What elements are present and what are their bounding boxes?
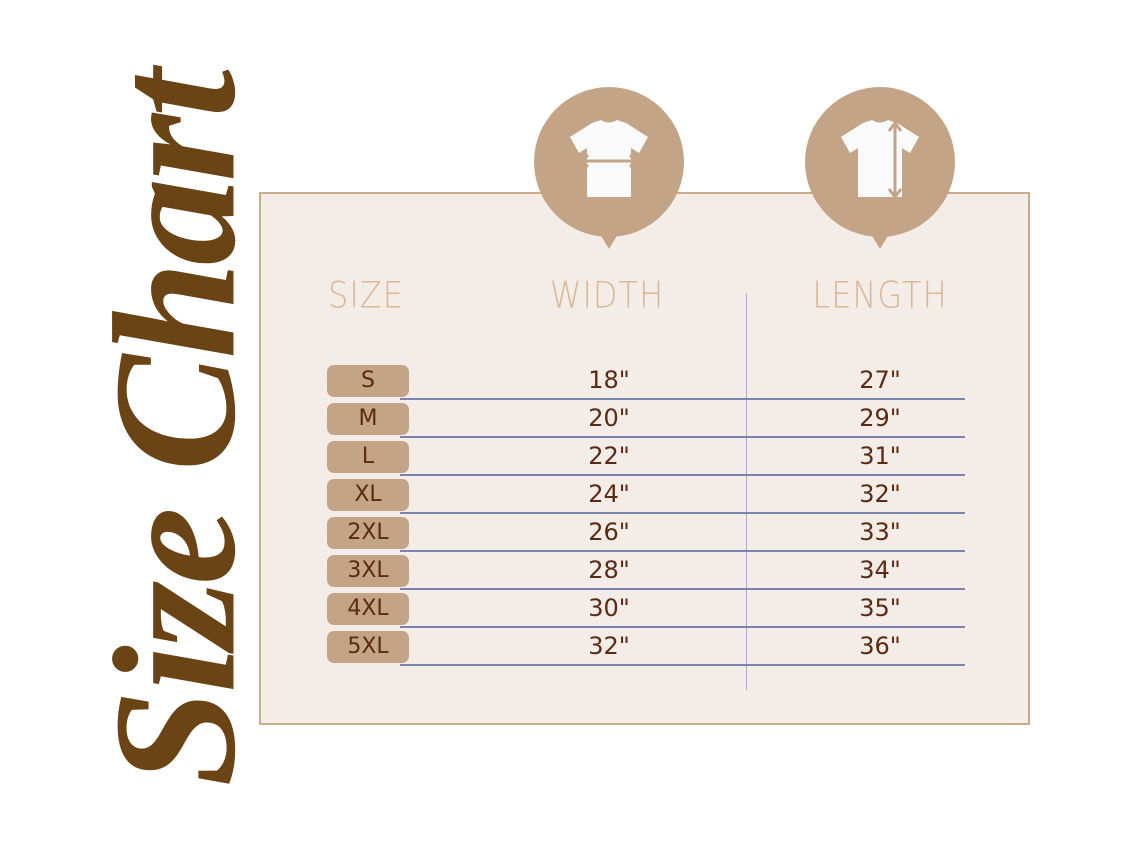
size-label: XL	[327, 479, 409, 511]
length-value: 32"	[859, 480, 901, 508]
size-label: 5XL	[327, 631, 409, 663]
row-divider	[400, 436, 965, 438]
bubble-pointer	[868, 229, 892, 249]
row-divider	[400, 512, 965, 514]
row-divider	[400, 626, 965, 628]
table-row: 4XL 30" 35"	[0, 593, 1140, 647]
length-bubble	[805, 87, 955, 249]
width-value: 28"	[588, 556, 630, 584]
row-divider	[400, 664, 965, 666]
header-width: WIDTH	[549, 273, 665, 317]
width-value: 32"	[588, 632, 630, 660]
table-row: XL 24" 32"	[0, 479, 1140, 533]
width-bubble	[534, 87, 684, 249]
width-value: 20"	[588, 404, 630, 432]
width-value: 26"	[588, 518, 630, 546]
size-label: L	[327, 441, 409, 473]
width-value: 30"	[588, 594, 630, 622]
width-value: 22"	[588, 442, 630, 470]
length-value: 29"	[859, 404, 901, 432]
size-label: 3XL	[327, 555, 409, 587]
header-size: SIZE	[328, 273, 404, 317]
length-value: 36"	[859, 632, 901, 660]
length-value: 31"	[859, 442, 901, 470]
size-label: M	[327, 403, 409, 435]
table-row: L 22" 31"	[0, 441, 1140, 495]
width-value: 18"	[588, 366, 630, 394]
tshirt-length-icon	[841, 120, 919, 200]
size-label: 4XL	[327, 593, 409, 625]
length-value: 27"	[859, 366, 901, 394]
table-row: S 18" 27"	[0, 365, 1140, 419]
row-divider	[400, 588, 965, 590]
row-divider	[400, 474, 965, 476]
length-value: 35"	[859, 594, 901, 622]
column-divider	[746, 293, 747, 690]
header-length: LENGTH	[812, 273, 948, 317]
table-row: 3XL 28" 34"	[0, 555, 1140, 609]
length-value: 33"	[859, 518, 901, 546]
length-value: 34"	[859, 556, 901, 584]
row-divider	[400, 550, 965, 552]
table-row: 5XL 32" 36"	[0, 631, 1140, 685]
row-divider	[400, 398, 965, 400]
size-label: S	[327, 365, 409, 397]
table-row: M 20" 29"	[0, 403, 1140, 457]
tshirt-width-icon	[570, 120, 648, 197]
table-row: 2XL 26" 33"	[0, 517, 1140, 571]
size-label: 2XL	[327, 517, 409, 549]
bubble-pointer	[597, 229, 621, 249]
width-value: 24"	[588, 480, 630, 508]
